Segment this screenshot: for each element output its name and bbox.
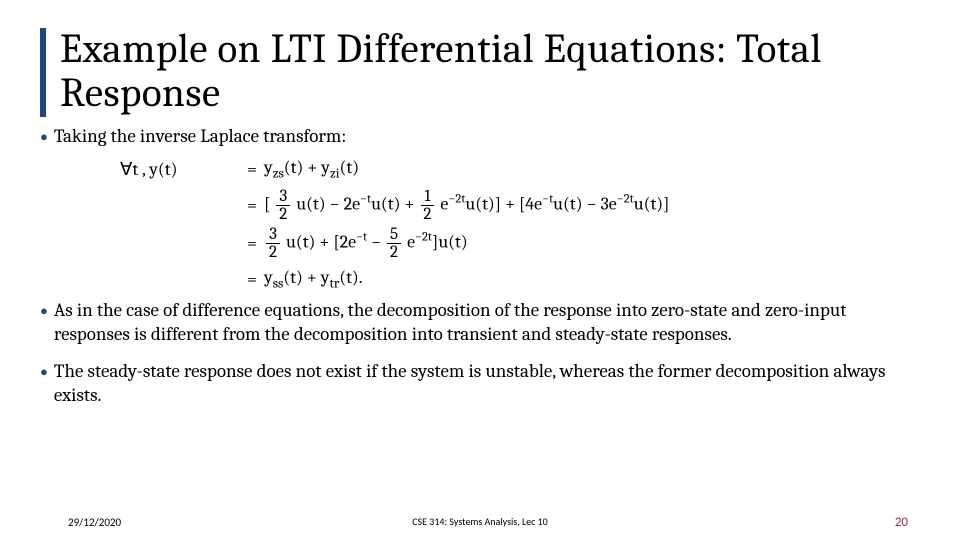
math-r3-rhs: 32 u(t) + [2e−t − 52 e−2t]u(t) bbox=[264, 226, 468, 261]
bullet-1: ● Taking the inverse Laplace transform: bbox=[40, 125, 920, 149]
bullet-dot-icon: ● bbox=[40, 364, 48, 408]
footer-course: CSE 314: Systems Analysis, Lec 10 bbox=[0, 515, 960, 528]
math-r1-rhs: yzs(t) + yzi(t) bbox=[264, 154, 359, 185]
equals-icon: = bbox=[240, 230, 264, 257]
math-derivation: ∀t , y(t) = yzs(t) + yzi(t) = [ 32 u(t) … bbox=[120, 154, 920, 295]
bullet-1-text: Taking the inverse Laplace transform: bbox=[54, 125, 920, 149]
slide-title: Example on LTI Differential Equations: T… bbox=[60, 28, 920, 117]
bullet-2-text: As in the case of difference equations, … bbox=[54, 299, 920, 347]
equals-icon: = bbox=[240, 156, 264, 183]
bullet-3-text: The steady-state response does not exist… bbox=[54, 360, 920, 408]
slide-footer: 29/12/2020 CSE 314: Systems Analysis, Le… bbox=[0, 515, 960, 530]
math-lhs: ∀t , y(t) bbox=[120, 156, 240, 183]
math-row-2: = [ 32 u(t) − 2e−tu(t) + 12 e−2tu(t)] + … bbox=[120, 188, 920, 223]
math-r4-rhs: yss(t) + ytr(t). bbox=[264, 264, 363, 295]
math-row-3: = 32 u(t) + [2e−t − 52 e−2t]u(t) bbox=[120, 226, 920, 261]
bullet-dot-icon: ● bbox=[40, 129, 48, 149]
slide-body: ● Taking the inverse Laplace transform: … bbox=[40, 125, 920, 408]
equals-icon: = bbox=[240, 192, 264, 219]
bullet-2: ● As in the case of difference equations… bbox=[40, 299, 920, 347]
math-r2-rhs: [ 32 u(t) − 2e−tu(t) + 12 e−2tu(t)] + [4… bbox=[264, 188, 669, 223]
math-row-1: ∀t , y(t) = yzs(t) + yzi(t) bbox=[120, 154, 920, 185]
math-row-4: = yss(t) + ytr(t). bbox=[120, 264, 920, 295]
bullet-3: ● The steady-state response does not exi… bbox=[40, 360, 920, 408]
bullet-dot-icon: ● bbox=[40, 303, 48, 347]
title-block: Example on LTI Differential Equations: T… bbox=[40, 28, 920, 117]
equals-icon: = bbox=[240, 266, 264, 293]
